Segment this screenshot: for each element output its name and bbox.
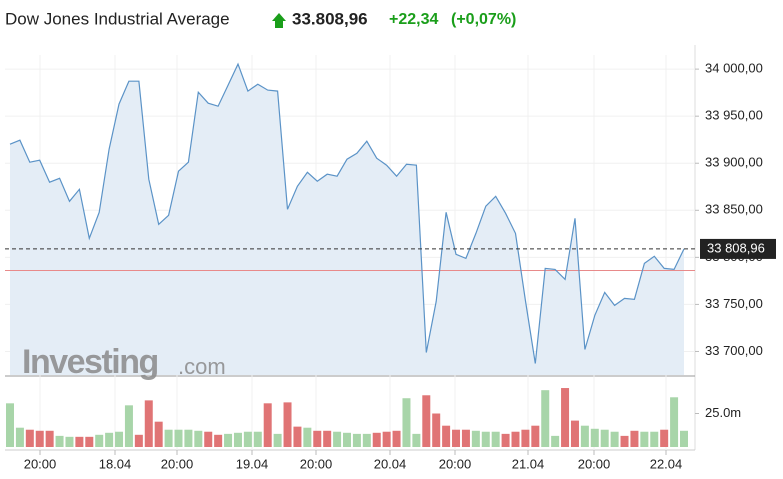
- y-tick-label: 33 950,00: [705, 108, 763, 123]
- volume-bar: [491, 431, 500, 447]
- volume-bar: [25, 429, 34, 447]
- volume-bar: [521, 429, 530, 447]
- watermark-suffix: .com: [178, 354, 226, 379]
- volume-bar: [511, 431, 520, 447]
- volume-bar: [461, 429, 470, 447]
- volume-bar: [273, 433, 282, 447]
- volume-bar: [124, 405, 133, 447]
- volume-bar: [263, 403, 272, 447]
- volume-bar: [243, 431, 252, 447]
- volume-bar: [471, 430, 480, 447]
- y-tick-label: 25.0m: [705, 405, 741, 420]
- volume-bar: [452, 429, 461, 447]
- volume-bar: [422, 395, 431, 447]
- volume-bar: [6, 403, 14, 447]
- volume-bar: [224, 433, 233, 447]
- watermark-brand: Investing: [22, 343, 158, 381]
- volume-bar: [45, 430, 54, 447]
- x-tick-label: 20:00: [161, 456, 194, 471]
- volume-bar: [442, 425, 451, 447]
- volume-bar: [561, 388, 570, 447]
- volume-bar: [293, 426, 302, 447]
- volume-bar: [35, 430, 44, 447]
- x-tick-label: 21.04: [512, 456, 545, 471]
- change: +22,34: [389, 11, 438, 28]
- x-tick-label: 20:00: [578, 456, 611, 471]
- volume-bar: [253, 431, 262, 447]
- volume-bar: [164, 429, 173, 447]
- volume-bar: [204, 431, 213, 447]
- volume-bar: [650, 431, 659, 447]
- volume-bar: [402, 398, 411, 447]
- x-tick-label: 19.04: [236, 456, 269, 471]
- volume-bar: [600, 429, 609, 447]
- volume-bar: [115, 431, 124, 447]
- volume-bar: [610, 431, 619, 447]
- x-tick-label: 20.04: [374, 456, 407, 471]
- volume-bar: [75, 436, 84, 447]
- volume-bar: [214, 434, 223, 447]
- volume-bar: [640, 431, 649, 447]
- y-tick-label: 33 750,00: [705, 296, 763, 311]
- volume-bar: [323, 430, 332, 447]
- volume-bar: [154, 421, 163, 447]
- volume-bar: [174, 429, 183, 447]
- volume-bar: [620, 435, 629, 447]
- volume-bar: [233, 432, 242, 447]
- volume-bar: [333, 431, 342, 447]
- volume-bar: [303, 427, 312, 447]
- y-tick-label: 33 850,00: [705, 202, 763, 217]
- volume-bar: [630, 430, 639, 447]
- x-tick-label: 18.04: [99, 456, 132, 471]
- volume-bar: [551, 435, 560, 447]
- volume-bar: [660, 429, 669, 447]
- volume-bar: [105, 432, 114, 447]
- volume-bar: [15, 427, 24, 447]
- volume-bar: [144, 400, 153, 447]
- last-price-box: [700, 238, 776, 259]
- volume-bar: [85, 436, 94, 447]
- x-tick-label: 20:00: [439, 456, 472, 471]
- volume-bar: [362, 433, 371, 447]
- volume-bar: [283, 402, 292, 447]
- volume-bar: [352, 433, 361, 447]
- volume-bar: [501, 433, 510, 447]
- title: Dow Jones Industrial Average: [5, 9, 230, 28]
- volume-bar: [541, 390, 550, 447]
- volume-bar: [392, 430, 401, 447]
- volume-bar: [412, 433, 421, 447]
- volume-bar: [65, 436, 74, 447]
- volume-bar: [382, 431, 391, 447]
- volume-bar: [531, 425, 540, 447]
- price: 33.808,96: [292, 9, 368, 28]
- volume-bar: [372, 432, 381, 447]
- volume-bar: [432, 413, 441, 447]
- volume-bar: [313, 430, 322, 447]
- up-arrow: [272, 13, 286, 28]
- y-tick-label: 34 000,00: [705, 61, 763, 76]
- change-pct: (+0,07%): [451, 11, 516, 28]
- volume-bar: [95, 434, 104, 447]
- volume-bar: [343, 432, 351, 447]
- x-tick-label: 22.04: [650, 456, 683, 471]
- volume-bar: [194, 430, 203, 447]
- price-line: [9, 62, 685, 364]
- volume-bar: [590, 428, 599, 447]
- y-tick-label: 33 700,00: [705, 343, 763, 358]
- last-price-label: 33 808,96: [707, 240, 765, 255]
- volume-bar: [680, 430, 688, 447]
- x-tick-label: 20:00: [300, 456, 333, 471]
- volume-bar: [481, 431, 490, 447]
- volume-bar: [580, 425, 589, 447]
- volume-bar: [670, 397, 679, 447]
- volume-bar: [134, 434, 143, 447]
- y-tick-label: 33 900,00: [705, 155, 763, 170]
- volume-bar: [55, 435, 64, 447]
- volume-bar: [570, 420, 579, 447]
- x-tick-label: 20:00: [24, 456, 57, 471]
- volume-bar: [184, 429, 193, 447]
- area: [10, 64, 684, 375]
